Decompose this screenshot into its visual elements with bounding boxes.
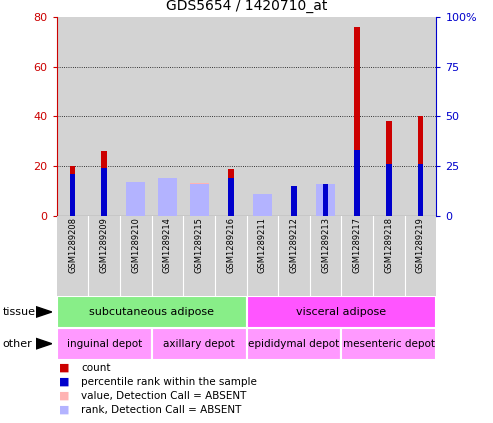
Bar <box>291 191 297 216</box>
Text: GSM1289216: GSM1289216 <box>226 217 235 273</box>
Text: GSM1289217: GSM1289217 <box>352 217 362 273</box>
Text: axillary depot: axillary depot <box>163 339 235 349</box>
Bar <box>183 17 215 216</box>
Bar <box>341 328 436 360</box>
Bar <box>70 166 75 216</box>
Text: GSM1289212: GSM1289212 <box>289 217 298 273</box>
Bar <box>228 168 234 216</box>
Bar <box>341 216 373 296</box>
Text: ■: ■ <box>59 405 70 415</box>
Text: rank, Detection Call = ABSENT: rank, Detection Call = ABSENT <box>81 405 242 415</box>
Text: value, Detection Call = ABSENT: value, Detection Call = ABSENT <box>81 391 246 401</box>
Text: GSM1289215: GSM1289215 <box>195 217 204 273</box>
Bar <box>183 216 215 296</box>
Bar <box>189 184 209 216</box>
Bar <box>316 184 335 216</box>
Bar <box>228 178 234 216</box>
Text: GSM1289214: GSM1289214 <box>163 217 172 273</box>
Bar <box>101 168 107 216</box>
Text: subcutaneous adipose: subcutaneous adipose <box>89 307 214 317</box>
Bar <box>158 178 177 216</box>
Bar <box>57 216 88 296</box>
Bar <box>246 17 278 216</box>
Text: epididymal depot: epididymal depot <box>248 339 340 349</box>
Text: GDS5654 / 1420710_at: GDS5654 / 1420710_at <box>166 0 327 13</box>
Bar <box>253 198 272 216</box>
Text: GSM1289219: GSM1289219 <box>416 217 425 273</box>
Bar <box>57 328 152 360</box>
Bar <box>158 179 177 216</box>
Text: GSM1289210: GSM1289210 <box>131 217 141 273</box>
Text: GSM1289213: GSM1289213 <box>321 217 330 273</box>
Text: ■: ■ <box>59 377 70 387</box>
Bar <box>120 216 152 296</box>
Bar <box>373 17 405 216</box>
Bar <box>278 216 310 296</box>
Bar <box>323 186 328 216</box>
Text: ■: ■ <box>59 391 70 401</box>
Text: count: count <box>81 363 111 373</box>
Bar <box>152 216 183 296</box>
Polygon shape <box>36 307 52 317</box>
Bar <box>418 116 423 216</box>
Bar <box>120 17 152 216</box>
Bar <box>405 17 436 216</box>
Bar <box>88 216 120 296</box>
Bar <box>291 186 297 216</box>
Text: inguinal depot: inguinal depot <box>67 339 142 349</box>
Bar <box>310 17 341 216</box>
Bar <box>310 216 341 296</box>
Bar <box>246 328 341 360</box>
Text: ■: ■ <box>59 363 70 373</box>
Bar <box>126 182 145 216</box>
Bar <box>88 17 120 216</box>
Bar <box>354 150 360 216</box>
Bar <box>215 216 246 296</box>
Bar <box>246 296 436 328</box>
Text: tissue: tissue <box>2 307 35 317</box>
Bar <box>386 164 392 216</box>
Bar <box>323 184 328 216</box>
Bar <box>57 17 88 216</box>
Bar <box>215 17 246 216</box>
Bar <box>354 27 360 216</box>
Bar <box>152 17 183 216</box>
Text: GSM1289218: GSM1289218 <box>385 217 393 273</box>
Text: mesenteric depot: mesenteric depot <box>343 339 435 349</box>
Bar <box>341 17 373 216</box>
Text: GSM1289211: GSM1289211 <box>258 217 267 273</box>
Bar <box>278 17 310 216</box>
Bar <box>373 216 405 296</box>
Bar <box>189 184 209 216</box>
Text: GSM1289208: GSM1289208 <box>68 217 77 273</box>
Bar <box>57 296 246 328</box>
Bar <box>253 194 272 216</box>
Text: GSM1289209: GSM1289209 <box>100 217 108 273</box>
Polygon shape <box>36 338 52 349</box>
Bar <box>386 121 392 216</box>
Text: other: other <box>2 339 32 349</box>
Bar <box>101 151 107 216</box>
Bar <box>126 186 145 216</box>
Bar <box>246 216 278 296</box>
Bar <box>70 174 75 216</box>
Text: percentile rank within the sample: percentile rank within the sample <box>81 377 257 387</box>
Bar <box>418 164 423 216</box>
Text: visceral adipose: visceral adipose <box>296 307 387 317</box>
Bar <box>405 216 436 296</box>
Bar <box>152 328 246 360</box>
